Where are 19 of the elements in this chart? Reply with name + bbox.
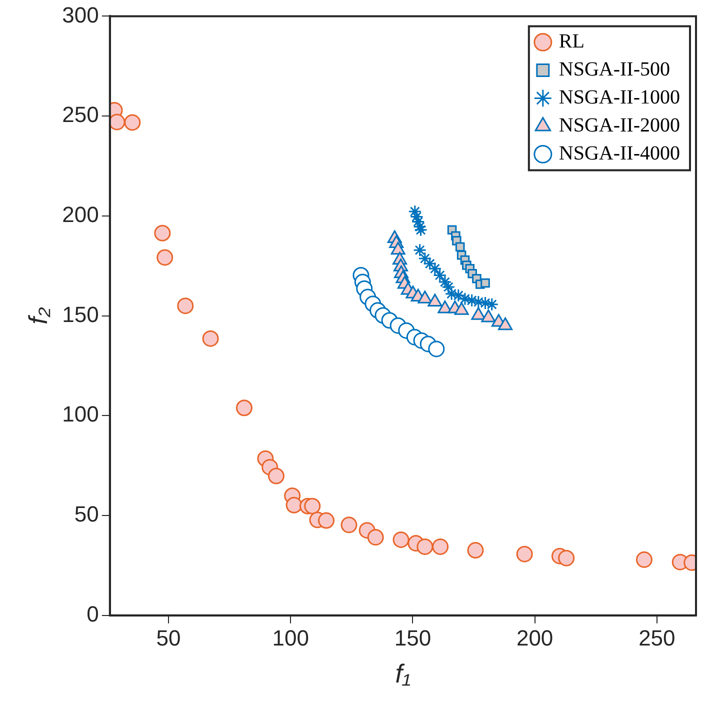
legend-label: RL (558, 30, 584, 52)
legend-label: NSGA-II-2000 (558, 114, 680, 136)
legend-label: NSGA-II-500 (558, 58, 670, 80)
x-tick-label: 250 (638, 626, 676, 651)
y-axis-title: f₂ (22, 307, 53, 324)
y-tick-label: 100 (62, 402, 99, 427)
x-axis-title: f₁ (395, 658, 411, 689)
y-tick-label: 0 (86, 601, 99, 626)
legend-label: NSGA-II-1000 (558, 86, 680, 108)
x-tick-label: 100 (272, 626, 309, 651)
x-tick-label: 200 (516, 626, 554, 651)
x-tick-label: 150 (394, 626, 432, 651)
y-tick-label: 200 (62, 202, 99, 227)
y-tick-label: 250 (62, 102, 99, 128)
x-tick-label: 50 (156, 626, 181, 651)
y-tick-label: 50 (74, 502, 99, 527)
y-tick-label: 300 (62, 2, 99, 28)
legend-label: NSGA-II-4000 (558, 142, 680, 164)
y-tick-label: 150 (62, 302, 99, 327)
